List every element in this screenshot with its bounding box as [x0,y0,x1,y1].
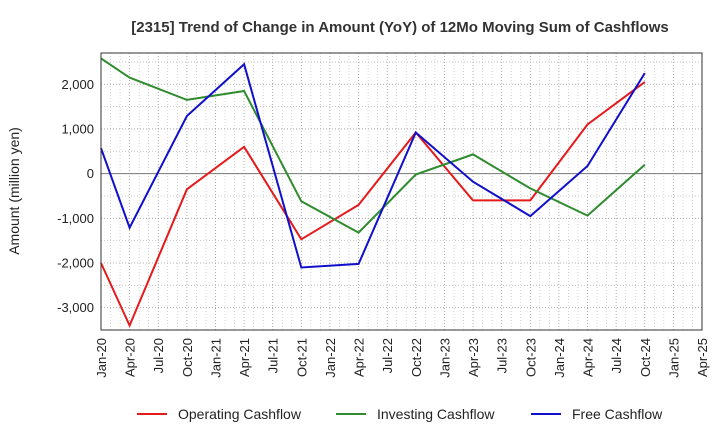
x-tick-label: Apr-20 [123,338,138,377]
x-tick-label: Jan-21 [208,338,223,378]
series-line-operating-cashflow [100,81,646,328]
legend-label: Operating Cashflow [178,406,302,422]
legend-item-operating-cashflow: Operating Cashflow [137,406,302,422]
x-tick-label: Jan-24 [552,338,567,378]
x-tick-label: Jul-22 [380,338,395,373]
legend-label: Free Cashflow [572,406,663,422]
x-tick-label: Jan-25 [666,338,681,378]
grid-layer [100,53,703,331]
x-tick-label: Jul-24 [609,338,624,373]
y-tick-label: -2,000 [57,255,94,270]
series-line-free-cashflow [100,62,646,269]
x-tick-label: Apr-24 [581,338,596,377]
legend-item-investing-cashflow: Investing Cashflow [336,406,495,422]
y-tick-label: 0 [87,166,94,181]
x-tick-label: Apr-22 [352,338,367,377]
plot-frame [100,52,703,331]
x-tick-label: Oct-22 [409,338,424,377]
x-tick-label: Jul-21 [266,338,281,373]
x-tick-label: Apr-23 [466,338,481,377]
x-tick-label: Oct-20 [180,338,195,377]
y-tick-label: 2,000 [61,77,94,92]
x-tick-labels: Jan-20 Apr-20 Jul-20 Oct-20 Jan-21 Apr-21 Jul-… [94,338,710,378]
x-tick-label: Jan-23 [437,338,452,378]
legend-label: Investing Cashflow [377,406,495,422]
x-tick-label: Oct-21 [294,338,309,377]
chart-title: [2315] Trend of Change in Amount (YoY) o… [131,19,669,36]
x-tick-label: Apr-21 [237,338,252,377]
y-tick-label: -1,000 [57,211,94,226]
x-tick-label: Oct-24 [638,338,653,377]
y-tick-label: -3,000 [57,300,94,315]
plot-area-border [100,52,703,331]
x-tick-label: Oct-23 [523,338,538,377]
series-line-investing-cashflow [100,57,646,234]
x-tick-label: Jan-22 [323,338,338,378]
series-layer [100,57,646,328]
x-tick-label: Jul-20 [151,338,166,373]
legend-item-free-cashflow: Free Cashflow [531,406,663,422]
y-tick-label: 1,000 [61,121,94,136]
x-tick-label: Jul-23 [495,338,510,373]
y-axis-title: Amount (million yen) [6,127,22,255]
legend: Operating Cashflow Investing Cashflow Free… [137,406,663,422]
x-tick-label: Jan-20 [94,338,109,378]
y-tick-labels: -3,000 -2,000 -1,000 0 1,000 2,000 [57,77,94,315]
x-tick-label: Apr-25 [695,338,710,377]
